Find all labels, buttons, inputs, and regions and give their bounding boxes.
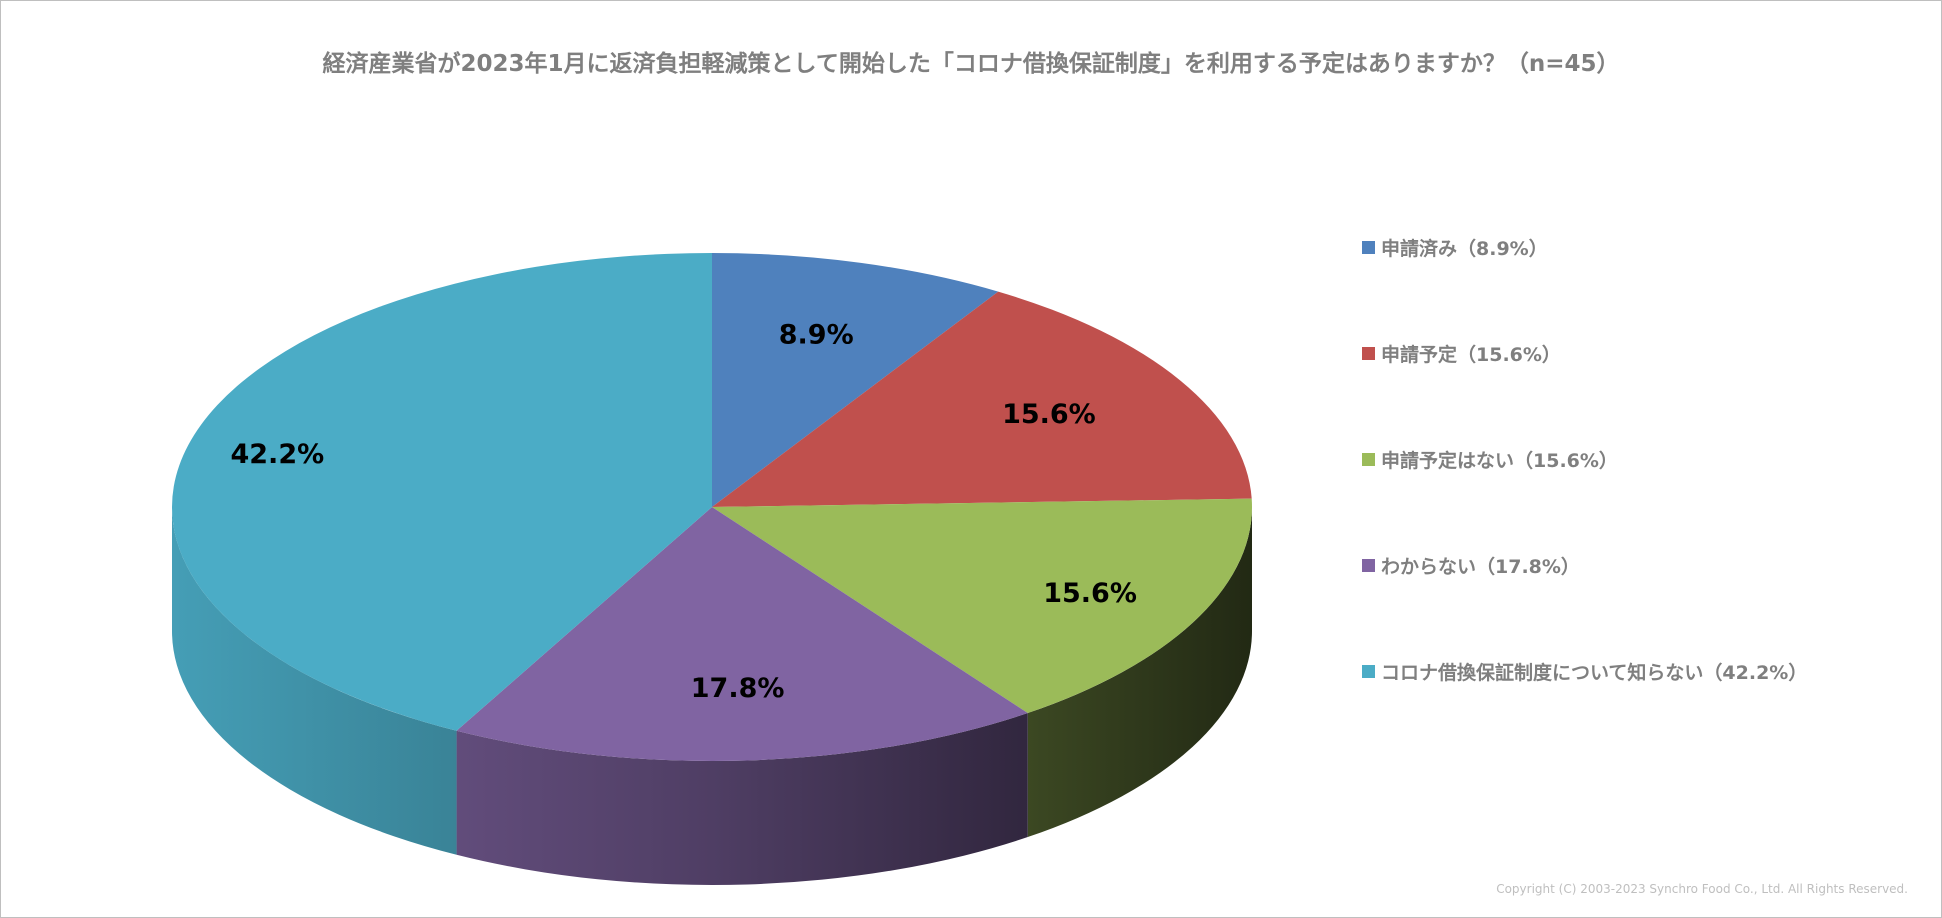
legend-label-1: 申請予定（15.6%） (1381, 343, 1561, 366)
pie-side-3 (456, 713, 1028, 885)
legend-label-2: 申請予定はない（15.6%） (1381, 449, 1618, 472)
legend-swatch-4 (1362, 664, 1375, 678)
legend-swatch-1 (1362, 346, 1375, 360)
legend-item-0: 申請済み（8.9%） (1362, 233, 1548, 261)
data-label-3: 17.8% (691, 673, 785, 704)
data-label-1: 15.6% (1002, 399, 1096, 430)
legend-swatch-2 (1362, 452, 1375, 466)
legend-swatch-3 (1362, 558, 1375, 572)
legend-label-4: コロナ借換保証制度について知らない（42.2%） (1381, 661, 1808, 684)
legend-swatch-0 (1362, 240, 1375, 254)
pie-slice-2 (712, 498, 1252, 714)
data-label-2: 15.6% (1043, 578, 1137, 609)
pie-slice-4 (172, 253, 713, 731)
legend-item-1: 申請予定（15.6%） (1362, 339, 1561, 367)
data-label-4: 42.2% (230, 439, 324, 470)
pie-side-4 (172, 507, 457, 855)
legend-item-2: 申請予定はない（15.6%） (1362, 445, 1618, 473)
legend-label-3: わからない（17.8%） (1381, 555, 1580, 578)
legend-item-4: コロナ借換保証制度について知らない（42.2%） (1362, 657, 1807, 685)
pie-slice-0 (712, 253, 999, 507)
copyright-text: Copyright (C) 2003-2023 Synchro Food Co.… (1496, 882, 1908, 896)
pie-slice-3 (456, 507, 1028, 761)
chart-title: 経済産業省が2023年1月に返済負担軽減策として開始した「コロナ借換保証制度」を… (322, 51, 1620, 77)
pie-side-2 (1027, 507, 1252, 838)
legend-label-0: 申請済み（8.9%） (1381, 237, 1548, 260)
legend-item-3: わからない（17.8%） (1362, 551, 1580, 579)
data-label-0: 8.9% (779, 320, 854, 351)
pie-slice-1 (712, 291, 1252, 507)
